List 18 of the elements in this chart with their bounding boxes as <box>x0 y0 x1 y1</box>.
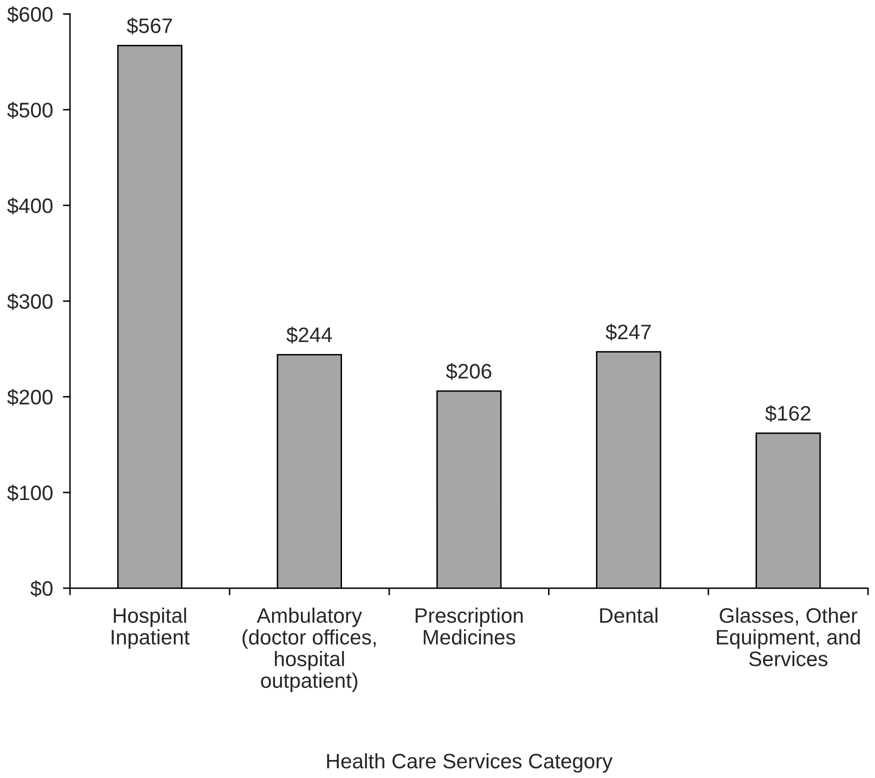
y-tick-label: $400 <box>7 198 53 214</box>
x-tick-label: Hospital Inpatient <box>112 608 190 649</box>
x-axis-title: Health Care Services Category <box>327 753 613 773</box>
y-tick-label: $600 <box>7 6 53 23</box>
data-label: $244 <box>286 326 332 344</box>
x-tick-label: Prescription Medicines <box>416 608 523 645</box>
y-tick-label: $100 <box>7 484 53 502</box>
y-tick-label: $200 <box>7 388 53 406</box>
data-label: $206 <box>446 362 492 380</box>
data-label: $247 <box>606 324 651 341</box>
x-tick-label: Ambulatory (doctor offices, hospital outpatient) <box>242 608 376 692</box>
y-tick-label: $0 <box>30 580 53 598</box>
data-label: $162 <box>765 405 810 422</box>
x-tick-label: Dental <box>600 608 658 623</box>
y-tick-label: $500 <box>7 102 53 119</box>
x-tick-label: Glasses, Other Equipment, and Services <box>716 608 860 666</box>
data-label: $567 <box>126 18 172 34</box>
y-tick-label: $300 <box>7 293 53 310</box>
